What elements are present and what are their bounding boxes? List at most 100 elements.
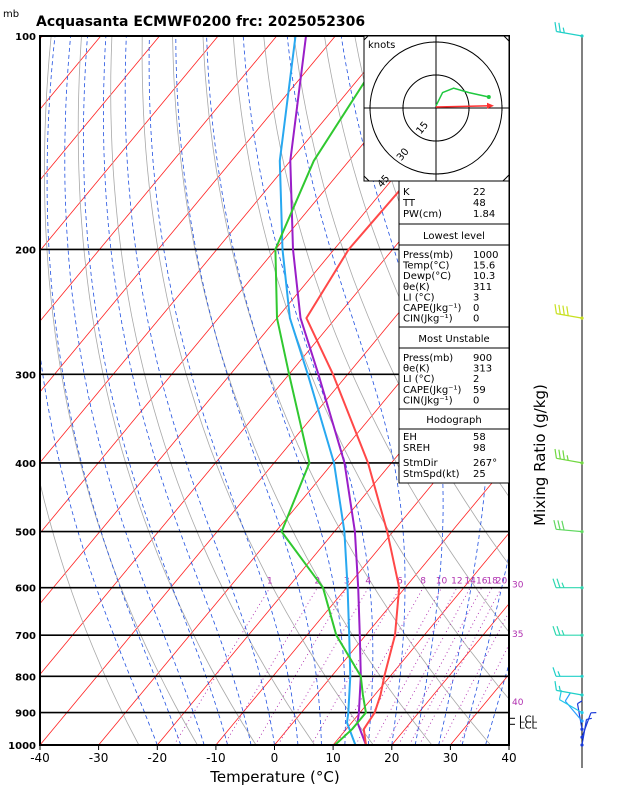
moist-adiabat-line	[206, 36, 346, 745]
dry-adiabat-line	[141, 36, 374, 745]
barb-feather	[556, 578, 561, 588]
wind-barb-100	[554, 22, 584, 38]
dry-adiabat-line	[77, 36, 257, 745]
barb-feather	[566, 306, 569, 316]
lowest-level-value: 15.6	[473, 261, 495, 272]
hodograph-rings	[364, 36, 509, 181]
mixing-ratio-line	[173, 587, 271, 745]
barb-feather	[562, 305, 565, 316]
moist-adiabat-line	[46, 36, 182, 745]
barb-feather	[554, 681, 557, 691]
x-axis-label: Temperature (°C)	[209, 768, 339, 786]
isotherm-line	[568, 36, 618, 745]
lowest-level-label: CIN(Jkg⁻¹)	[403, 314, 453, 325]
storm-motion-arrowhead	[487, 102, 494, 109]
lowest-level-box	[398, 223, 510, 328]
moist-adiabat-line	[485, 662, 509, 745]
lowest-level-value: 0	[473, 303, 479, 314]
dry-adiabat-line	[232, 36, 509, 700]
most-unstable-value: 900	[473, 353, 492, 364]
barb-station-dot	[580, 34, 584, 38]
most-unstable-heading: Most Unstable	[418, 334, 489, 345]
hodograph-table-label: StmSpd(kt)	[403, 469, 460, 480]
barb-half-feather	[562, 27, 565, 34]
barb-feather	[553, 519, 557, 530]
dry-adiabat-line	[40, 481, 140, 745]
wind-barb-600	[552, 578, 584, 590]
isotherm-line	[40, 36, 219, 252]
mixing-ratio-label: 18	[486, 577, 498, 587]
index-panel: K 22 TT 48 PW(cm) 1.84 Lowest level Press(mb) 10…	[398, 180, 510, 484]
pressure-tick-200: 200	[15, 245, 36, 256]
barb-half-feather	[557, 671, 561, 677]
hodograph-table-label: EH	[403, 432, 417, 443]
barb-station-dot	[580, 743, 584, 747]
dry-adiabat-line	[172, 36, 433, 745]
hodograph-table-label: SREH	[403, 443, 430, 454]
mixing-ratio-label: 10	[436, 577, 448, 587]
wind-barb-700	[552, 626, 584, 637]
barb-feather	[557, 520, 561, 530]
index-label: PW(cm)	[403, 209, 442, 220]
hodograph-table-heading: Hodograph	[426, 415, 481, 426]
isotherm-line	[40, 36, 278, 322]
index-value: 48	[473, 198, 486, 209]
mixing-ratio-line	[371, 587, 458, 745]
barb-station-dot	[580, 633, 584, 637]
lowest-level-label: Dewp(°C)	[403, 271, 451, 282]
mixing-ratio-label: 4	[365, 577, 371, 587]
moist-adiabat-line	[64, 36, 205, 745]
most-unstable-label: CAPE(Jkg⁻¹)	[403, 385, 461, 396]
barb-half-feather	[561, 582, 565, 588]
x-tick-label: 0	[271, 751, 279, 765]
barb-shaft	[556, 457, 583, 464]
barb-shaft	[581, 712, 592, 738]
mixing-ratio-label: 16	[476, 577, 488, 587]
barb-feather	[554, 304, 557, 314]
wind-barb-250	[554, 304, 584, 320]
lowest-level-value: 1000	[473, 250, 498, 261]
isotherm-line	[274, 461, 509, 745]
barb-station-dot	[580, 674, 584, 678]
barb-half-feather	[577, 700, 583, 705]
wind-barb-950	[576, 700, 584, 731]
barb-station-dot	[580, 711, 584, 715]
isotherm-line	[40, 36, 453, 534]
mixing-ratio-label: 6	[397, 577, 403, 587]
barb-shaft	[556, 528, 583, 533]
index-value: 1.84	[473, 209, 495, 220]
pressure-tick-1000: 1000	[8, 741, 36, 752]
barb-feather	[552, 626, 557, 636]
index-label: TT	[402, 198, 416, 209]
pressure-tick-labels: 100 200 300 400 500 600 700 800 900 1000	[8, 32, 36, 752]
barb-station-dot	[580, 530, 584, 534]
barb-feather	[556, 626, 561, 636]
moist-adiabat-line	[148, 36, 299, 745]
x-tick-label: -30	[89, 751, 109, 765]
isotherm-line	[40, 36, 336, 393]
barb-feather	[552, 578, 557, 588]
temperature-tick-labels: -40 -30 -20 -10 0 10 20 30 40	[30, 745, 517, 765]
dry-adiabat-line	[506, 36, 509, 45]
barb-station-dot	[580, 719, 584, 723]
moist-adiabat-line	[508, 743, 509, 745]
isotherm-line	[40, 179, 509, 745]
barb-shaft	[556, 689, 583, 696]
barb-station-dot	[580, 586, 584, 590]
isotherm-line	[215, 391, 509, 745]
mixing-ratio-label: 20	[496, 577, 508, 587]
dewpoint-line	[274, 36, 395, 745]
barb-feather	[558, 304, 561, 315]
most-unstable-value: 59	[473, 385, 486, 396]
wind-barb-500	[553, 519, 584, 534]
barb-feather	[554, 448, 557, 459]
most-unstable-value: 2	[473, 374, 479, 385]
mixing-ratio-label: 30	[532, 577, 544, 587]
most-unstable-value: 313	[473, 364, 492, 375]
barb-station-dot	[580, 727, 584, 731]
pressure-unit-label: mb	[3, 9, 19, 20]
wind-barbs	[552, 22, 597, 747]
right-axis-label: Mixing Ratio (g/kg)	[531, 384, 549, 526]
